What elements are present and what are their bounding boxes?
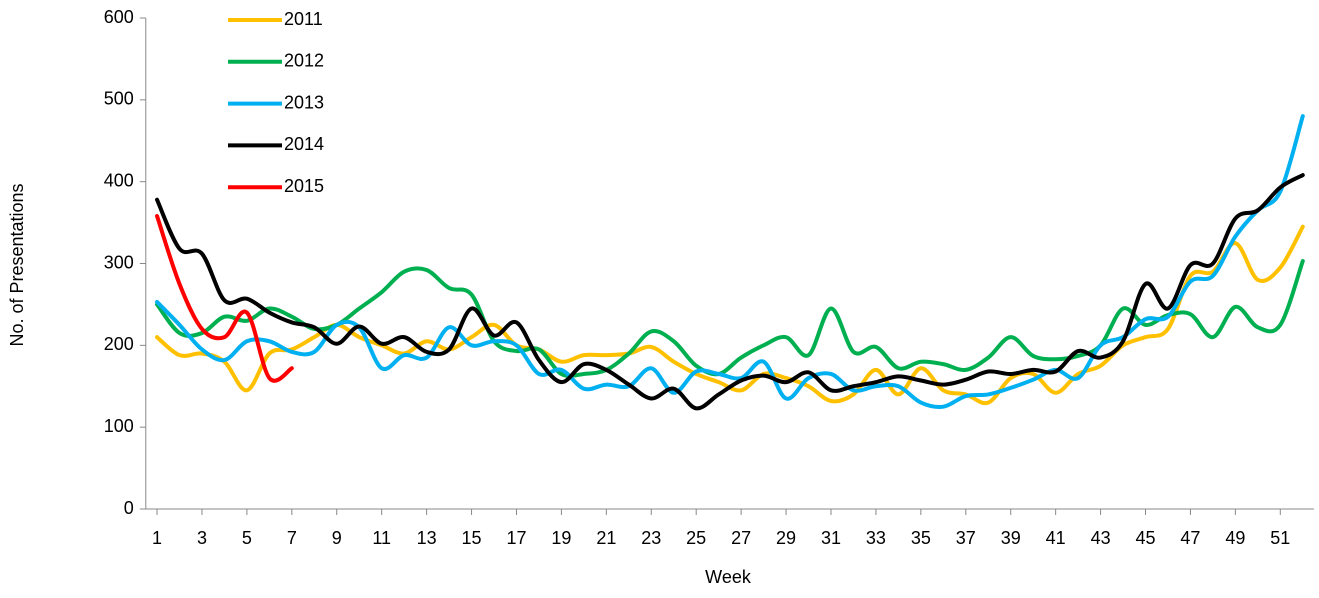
x-tick-label: 9: [332, 528, 342, 548]
legend-label: 2014: [284, 134, 324, 154]
x-tick-label: 1: [152, 528, 162, 548]
x-tick-label: 25: [686, 528, 706, 548]
legend-label: 2015: [284, 176, 324, 196]
x-tick-label: 29: [776, 528, 796, 548]
y-tick-label: 400: [104, 170, 134, 190]
x-tick-label: 47: [1180, 528, 1200, 548]
x-tick-label: 43: [1091, 528, 1111, 548]
y-tick-label: 600: [104, 7, 134, 27]
x-tick-label: 21: [596, 528, 616, 548]
x-tick-label: 13: [417, 528, 437, 548]
x-tick-label: 5: [242, 528, 252, 548]
x-tick-label: 45: [1135, 528, 1155, 548]
x-tick-label: 35: [911, 528, 931, 548]
x-tick-label: 41: [1046, 528, 1066, 548]
x-tick-label: 27: [731, 528, 751, 548]
x-tick-label: 39: [1001, 528, 1021, 548]
x-tick-label: 23: [641, 528, 661, 548]
series-line: [155, 259, 1305, 378]
x-tick-label: 19: [551, 528, 571, 548]
legend-label: 2011: [284, 9, 323, 29]
x-tick-label: 31: [821, 528, 841, 548]
x-tick-label: 17: [506, 528, 526, 548]
y-axis-label: No. of Presentations: [7, 183, 27, 346]
y-tick-label: 200: [104, 334, 134, 354]
y-tick-label: 300: [104, 252, 134, 272]
series-line: [155, 173, 1305, 411]
y-tick-label: 100: [104, 416, 134, 436]
x-tick-label: 15: [462, 528, 482, 548]
x-axis-label: Week: [705, 567, 752, 587]
x-tick-label: 11: [372, 528, 391, 548]
x-tick-label: 51: [1270, 528, 1290, 548]
y-tick-label: 500: [104, 89, 134, 109]
x-tick-label: 49: [1225, 528, 1245, 548]
legend-label: 2012: [284, 51, 324, 71]
x-tick-label: 3: [197, 528, 207, 548]
x-tick-label: 37: [956, 528, 976, 548]
series-line: [155, 114, 1305, 410]
y-tick-label: 0: [124, 498, 134, 518]
series-line: [155, 214, 294, 383]
x-tick-label: 7: [287, 528, 297, 548]
x-tick-label: 33: [866, 528, 886, 548]
legend-label: 2013: [284, 92, 324, 112]
